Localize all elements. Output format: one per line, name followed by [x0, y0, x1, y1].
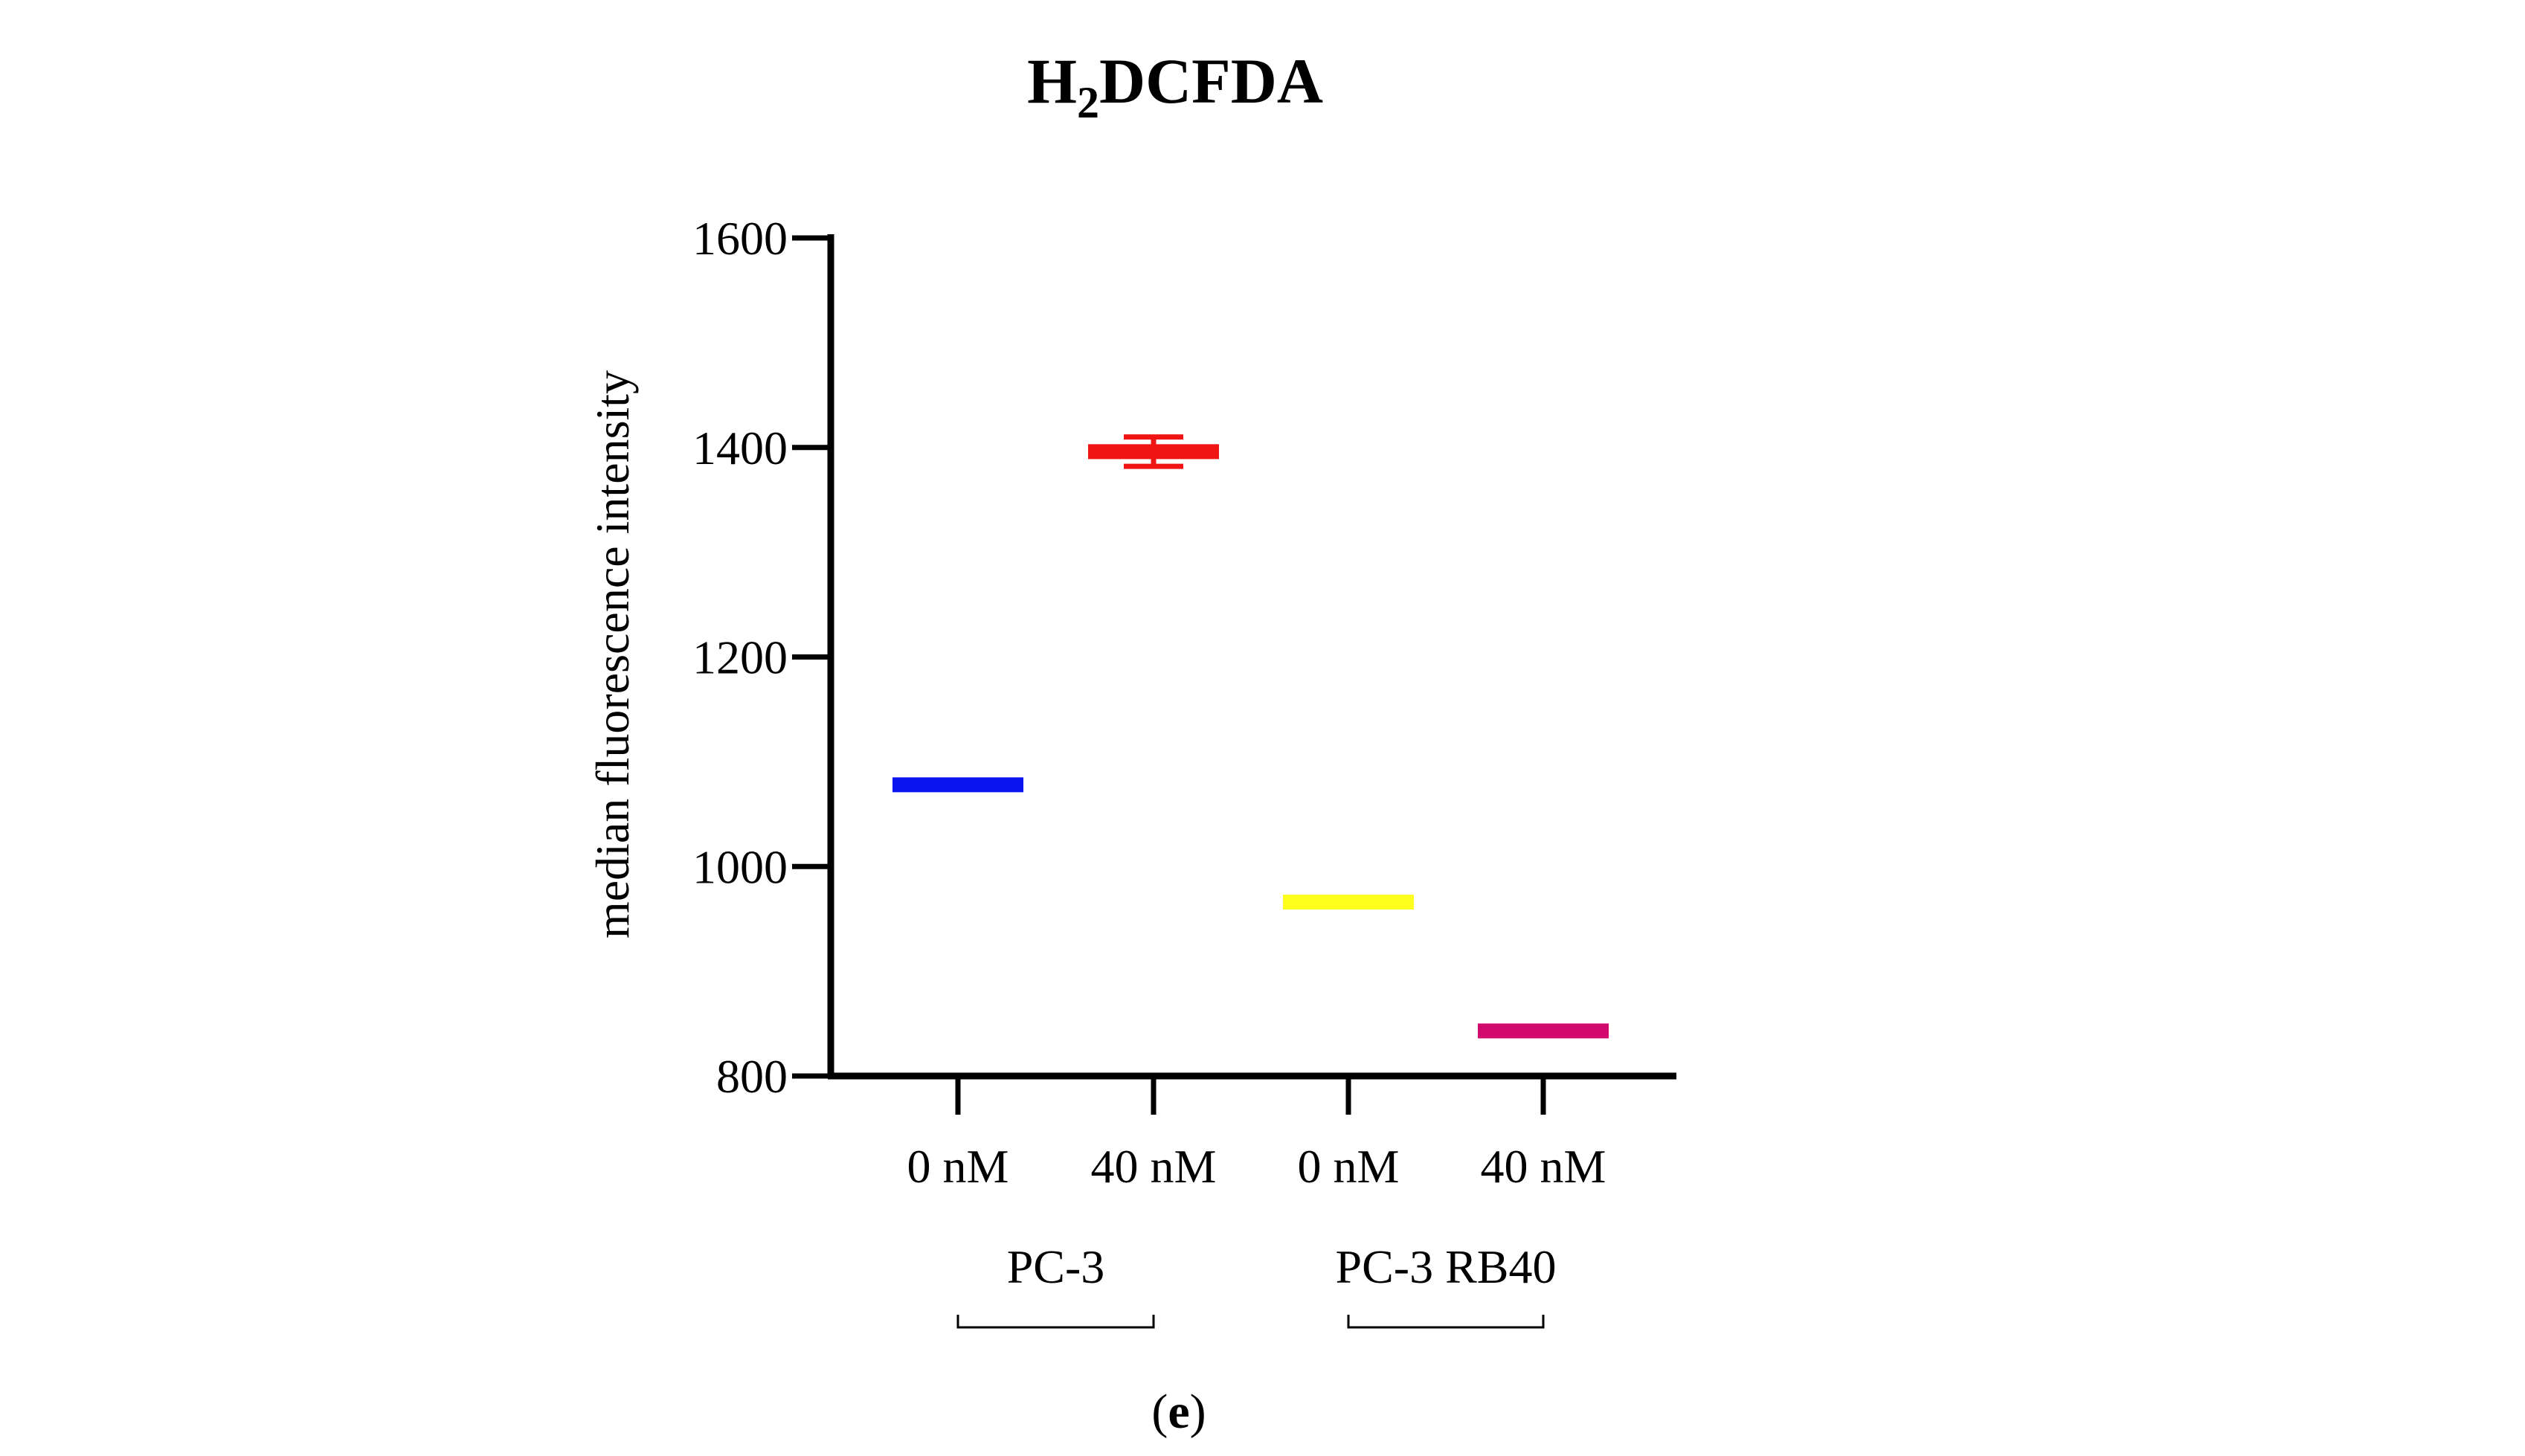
x-tick-label: 40 nM — [1091, 1140, 1217, 1193]
x-tick-label: 0 nM — [1298, 1140, 1400, 1193]
group-label: PC-3 RB40 — [1336, 1240, 1557, 1293]
chart-title-rest: DCFDA — [1099, 45, 1323, 117]
y-tick-label: 1400 — [692, 422, 788, 474]
chart-title-subscript: 2 — [1077, 78, 1099, 127]
group-bracket — [956, 1315, 1155, 1329]
x-ticks: 0 nM 40 nM 0 nM 40 nM — [907, 1076, 1606, 1193]
chart-title: H2DCFDA — [1027, 45, 1323, 127]
x-tick-label: 0 nM — [907, 1140, 1009, 1193]
group-labels: PC-3 PC-3 RB40 — [956, 1240, 1557, 1329]
group-label: PC-3 — [1007, 1240, 1105, 1293]
y-tick-label: 1200 — [692, 631, 788, 684]
chart-title-main: H — [1027, 45, 1077, 117]
group-bracket — [1347, 1315, 1545, 1329]
y-ticks: 800 1000 1200 1400 1600 — [692, 212, 831, 1103]
y-tick-label: 800 — [716, 1050, 788, 1103]
data-points — [892, 434, 1609, 1039]
x-tick-label: 40 nM — [1481, 1140, 1606, 1193]
y-tick-label: 1600 — [692, 212, 788, 265]
panel-label: (e) — [1151, 1385, 1206, 1439]
panel-label-letter: e — [1168, 1385, 1189, 1439]
y-tick-label: 1000 — [692, 840, 788, 893]
y-axis-label: median fluorescence intensity — [586, 370, 639, 938]
